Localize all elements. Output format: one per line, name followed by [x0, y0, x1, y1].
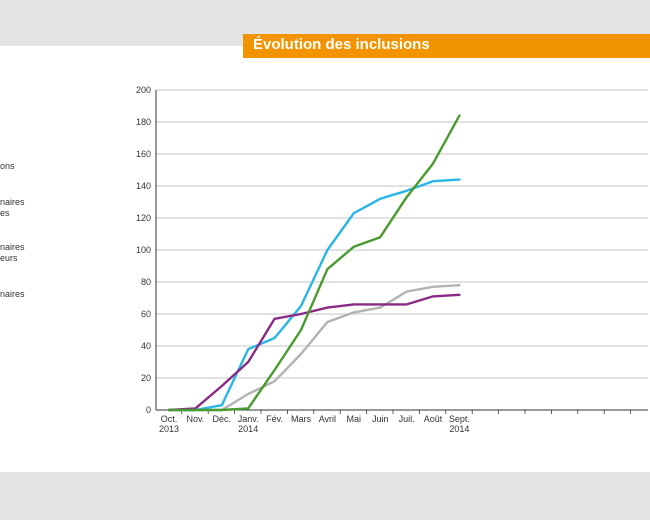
- x-tick-label-5: Mars: [291, 414, 311, 424]
- x-tick-label-2: Déc.: [213, 414, 232, 424]
- legend-fragment-1: ons: [0, 161, 15, 171]
- title-bar: Évolution des inclusions: [243, 34, 650, 58]
- y-tick-label-180: 180: [136, 117, 151, 127]
- y-tick-label-20: 20: [141, 373, 151, 383]
- legend-fragment-6: naires: [0, 289, 25, 299]
- series-line-2: [167, 284, 461, 412]
- x-tick-year-0: 2013: [159, 424, 179, 434]
- x-tick-year-11: 2014: [449, 424, 469, 434]
- x-tick-year-3: 2014: [238, 424, 258, 434]
- legend-fragment-4: naires: [0, 242, 25, 252]
- x-tick-label-10: Août: [424, 414, 443, 424]
- y-tick-label-120: 120: [136, 213, 151, 223]
- y-tick-label-40: 40: [141, 341, 151, 351]
- x-tick-label-6: Avril: [319, 414, 336, 424]
- y-tick-label-160: 160: [136, 149, 151, 159]
- chart-title: Évolution des inclusions: [253, 36, 430, 53]
- legend-fragment-2: naires: [0, 197, 25, 207]
- chart-page: [0, 46, 650, 472]
- y-tick-label-140: 140: [136, 181, 151, 191]
- y-tick-label-200: 200: [136, 85, 151, 95]
- x-tick-label-0: Oct.: [161, 414, 178, 424]
- x-tick-label-1: Nov.: [186, 414, 204, 424]
- x-tick-label-8: Juin: [372, 414, 389, 424]
- x-tick-label-4: Fév.: [266, 414, 283, 424]
- series-line-3: [167, 293, 461, 412]
- x-tick-label-11: Sept.: [449, 414, 470, 424]
- x-tick-label-3: Janv.: [238, 414, 259, 424]
- y-tick-label-100: 100: [136, 245, 151, 255]
- series-line-1: [167, 114, 461, 412]
- y-tick-label-60: 60: [141, 309, 151, 319]
- y-tick-label-80: 80: [141, 277, 151, 287]
- series-line-0: [167, 178, 461, 412]
- y-tick-label-0: 0: [146, 405, 151, 415]
- legend-fragment-3: es: [0, 208, 10, 218]
- x-tick-label-7: Mai: [347, 414, 362, 424]
- legend-fragment-5: eurs: [0, 253, 18, 263]
- x-tick-label-9: Juil.: [399, 414, 415, 424]
